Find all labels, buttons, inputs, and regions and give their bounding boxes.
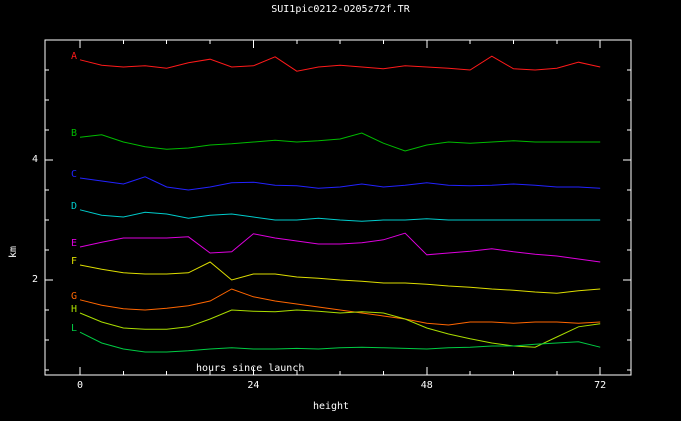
- x-axis-label: hours since launch: [196, 363, 305, 374]
- x-tick-label: 24: [247, 380, 260, 391]
- series-B-line: [79, 132, 601, 152]
- series-D-label: D: [71, 201, 77, 212]
- series-F-line: [79, 261, 601, 294]
- x-tick-label: 0: [77, 380, 84, 391]
- series-E-line: [79, 232, 601, 263]
- figure-bottom-label: height: [312, 401, 350, 412]
- axis-frame: [44, 39, 632, 376]
- chart-title: SUI1pic0212-O205z72f.TR: [271, 4, 410, 15]
- series-L-line: [79, 331, 601, 353]
- series-F-label: F: [71, 256, 77, 267]
- series-A-line: [79, 55, 601, 72]
- series-C-label: C: [71, 169, 77, 180]
- series-D-line: [79, 209, 601, 222]
- x-tick-label: 48: [420, 380, 433, 391]
- series-G-line: [79, 288, 601, 326]
- y-tick-label: 2: [31, 274, 38, 285]
- x-tick-label: 72: [594, 380, 607, 391]
- series-A-label: A: [71, 51, 77, 62]
- series-L-label: L: [71, 323, 77, 334]
- series-C-line: [79, 176, 601, 191]
- series-G-label: G: [71, 291, 77, 302]
- series-E-label: E: [71, 238, 77, 249]
- y-axis-label: km: [8, 245, 20, 259]
- series-H-label: H: [71, 304, 77, 315]
- series-B-label: B: [71, 128, 77, 139]
- series-H-line: [79, 309, 601, 348]
- y-tick-label: 4: [31, 154, 38, 165]
